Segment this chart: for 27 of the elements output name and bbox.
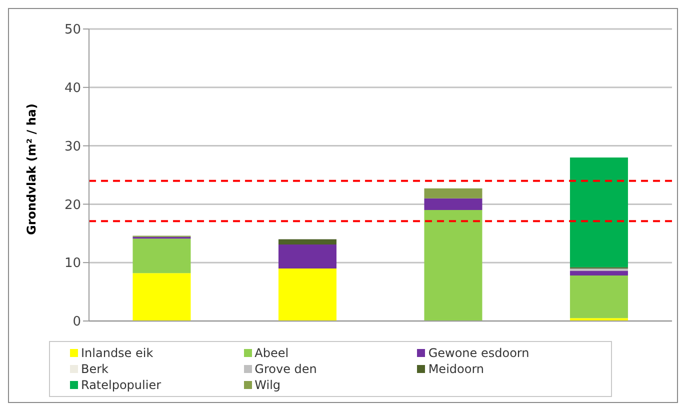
legend-label: Ratelpopulier (81, 378, 162, 392)
legend-label: Meidoorn (428, 362, 484, 376)
y-tick-label: 0 (72, 314, 81, 330)
bar (570, 157, 628, 268)
bar (278, 268, 336, 321)
legend-label: Wilg (254, 378, 281, 392)
bar (278, 239, 336, 244)
legend-label: Abeel (254, 346, 289, 360)
bar (424, 198, 482, 210)
y-tick-label: 50 (64, 22, 81, 38)
bar (278, 244, 336, 268)
y-tick-label: 20 (64, 198, 81, 213)
bar (424, 188, 482, 198)
bar (570, 268, 628, 271)
bar (132, 238, 191, 274)
bar (424, 210, 482, 321)
bar (570, 270, 628, 276)
bar (132, 273, 191, 321)
y-tick-label: 10 (64, 256, 81, 272)
legend-label: Grove den (254, 362, 317, 376)
y-tick-label: 30 (64, 139, 81, 154)
y-tick-label: 40 (64, 81, 81, 96)
y-axis-title: Grondvlak (m² / ha) (24, 104, 38, 235)
legend-label: Berk (81, 362, 108, 376)
bar (570, 275, 628, 318)
legend-label: Inlandse eik (81, 346, 154, 360)
legend-label: Gewone esdoorn (428, 346, 530, 360)
